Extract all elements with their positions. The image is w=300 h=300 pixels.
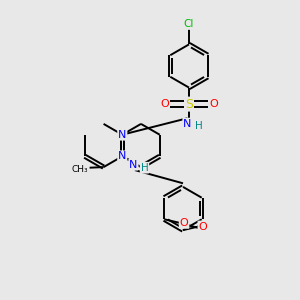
Text: O: O bbox=[180, 218, 188, 228]
Text: O: O bbox=[198, 221, 207, 232]
Text: N: N bbox=[129, 160, 138, 170]
Text: CH₃: CH₃ bbox=[72, 165, 88, 174]
Text: N: N bbox=[118, 151, 127, 161]
Text: O: O bbox=[160, 99, 169, 109]
Text: S: S bbox=[185, 98, 193, 111]
Text: N: N bbox=[118, 130, 127, 140]
Text: O: O bbox=[209, 99, 218, 109]
Text: Cl: Cl bbox=[184, 19, 194, 29]
Text: N: N bbox=[183, 118, 192, 129]
Text: H: H bbox=[141, 163, 148, 173]
Text: H: H bbox=[195, 121, 203, 131]
